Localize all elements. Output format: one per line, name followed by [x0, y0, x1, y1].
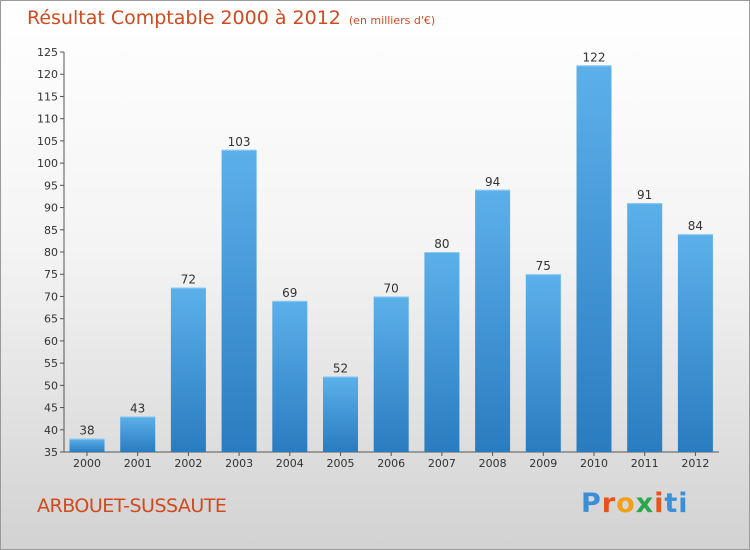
data-label: 122 [583, 50, 606, 64]
x-tick-label: 2004 [276, 457, 304, 470]
x-tick-label: 2005 [327, 457, 355, 470]
y-tick-label: 75 [44, 268, 58, 281]
bar-2006 [373, 296, 409, 452]
y-tick-label: 65 [44, 313, 58, 326]
chart-subtitle: (en milliers d'€) [348, 14, 436, 27]
data-label: 75 [536, 259, 551, 273]
x-tick-label: 2006 [377, 457, 405, 470]
bar-2012 [677, 234, 713, 452]
proxiti-logo: Proxiti [581, 488, 689, 519]
bar-2010 [576, 65, 612, 452]
bar-2003 [221, 149, 257, 452]
y-tick-label: 45 [44, 402, 58, 415]
x-tick-label: 2000 [73, 457, 101, 470]
bar-2000 [69, 438, 105, 452]
data-label: 70 [384, 281, 399, 295]
x-tick-label: 2001 [124, 457, 152, 470]
y-axis: 35 40 45 50 55 60 65 70 75 80 85 90 95 100 105 110 115 12… [37, 46, 65, 459]
y-tick-label: 105 [37, 135, 58, 148]
x-tick-label: 2009 [529, 457, 557, 470]
y-tick-label: 80 [44, 246, 58, 259]
logo-letter: t [664, 488, 679, 519]
logo-letter: o [616, 488, 636, 519]
x-tick-label: 2008 [479, 457, 507, 470]
place-name: ARBOUET-SUSSAUTE [37, 495, 227, 517]
x-tick-label: 2011 [631, 457, 659, 470]
y-tick-label: 120 [37, 68, 58, 81]
y-tick-label: 90 [44, 202, 58, 215]
data-labels: 38 43 72 103 69 52 70 80 94 75 122 91 84 [79, 50, 703, 437]
x-tick-label: 2012 [681, 457, 709, 470]
x-tick-label: 2007 [428, 457, 456, 470]
y-tick-label: 115 [37, 90, 58, 103]
y-tick-label: 55 [44, 357, 58, 370]
bar-2011 [627, 203, 663, 452]
data-label: 38 [79, 424, 94, 438]
y-tick-label: 60 [44, 335, 58, 348]
bar-2002 [170, 287, 206, 452]
data-label: 69 [282, 286, 297, 300]
x-tick-label: 2010 [580, 457, 608, 470]
x-tick-label: 2003 [225, 457, 253, 470]
logo-letter: P [581, 488, 602, 519]
bar-2007 [424, 252, 460, 452]
x-tick-label: 2002 [174, 457, 202, 470]
y-tick-label: 110 [37, 113, 58, 126]
data-label: 94 [485, 175, 500, 189]
data-label: 72 [181, 273, 196, 287]
logo-letter: r [601, 488, 617, 519]
y-tick-label: 85 [44, 224, 58, 237]
data-label: 43 [130, 401, 145, 415]
data-label: 103 [228, 135, 251, 149]
bar-2004 [272, 300, 308, 452]
bar-2008 [475, 189, 511, 452]
chart-title: Résultat Comptable 2000 à 2012 (en millie… [27, 7, 435, 29]
logo-letter: x [635, 488, 655, 519]
data-label: 91 [637, 188, 652, 202]
y-tick-label: 40 [44, 424, 58, 437]
y-tick-label: 100 [37, 157, 58, 170]
data-label: 80 [434, 237, 449, 251]
data-label: 52 [333, 361, 348, 375]
y-tick-label: 35 [44, 446, 58, 459]
y-tick-label: 70 [44, 290, 58, 303]
y-tick-label: 125 [37, 46, 58, 59]
bar-2009 [525, 274, 561, 452]
logo-letter: i [678, 488, 689, 519]
x-axis: 2000 2001 2002 2003 2004 2005 2006 2007 2008 2009… [64, 451, 719, 470]
y-tick-label: 95 [44, 179, 58, 192]
y-tick-label: 50 [44, 379, 58, 392]
logo-letter: i [654, 488, 665, 519]
bar-2005 [323, 376, 358, 452]
data-label: 84 [688, 219, 703, 233]
bar-2001 [120, 416, 156, 452]
chart-title-text: Résultat Comptable 2000 à 2012 [27, 7, 341, 29]
bars [69, 65, 713, 452]
